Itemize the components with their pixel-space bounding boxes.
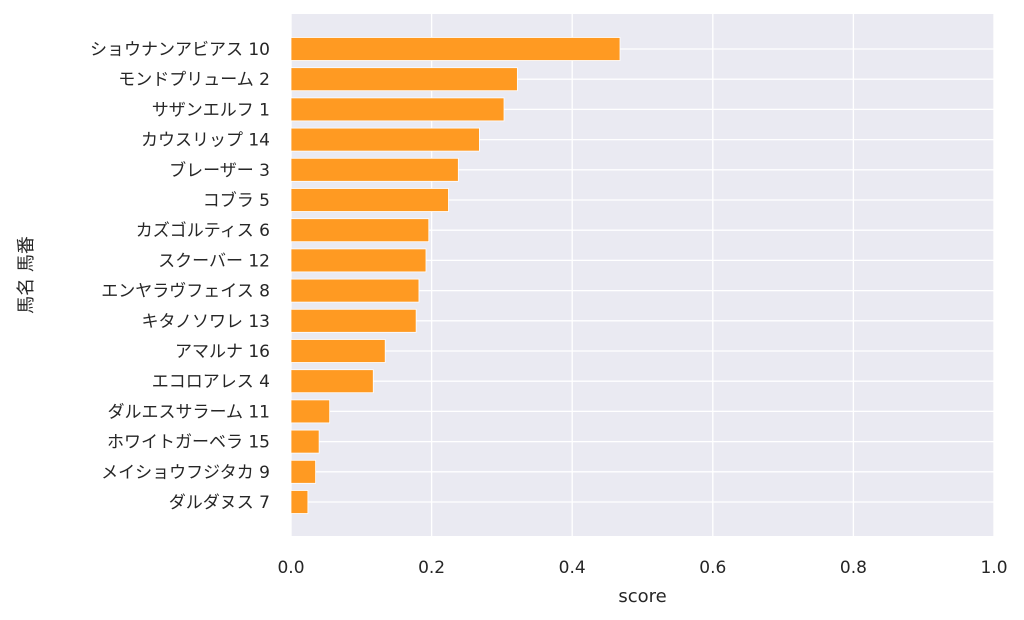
x-tick-label: 0.8 (840, 558, 867, 578)
bar (290, 490, 309, 514)
bar (290, 188, 449, 212)
category-label: ブレーザー 3 (169, 160, 270, 181)
bar (290, 157, 459, 182)
bar (290, 248, 427, 273)
category-label: モンドプリューム 2 (118, 70, 270, 90)
y-axis-label: 馬名 馬番 (16, 236, 37, 314)
bar (290, 67, 518, 92)
category-label: サザンエルフ 1 (152, 100, 270, 120)
bar (290, 97, 505, 122)
x-tick-label: 1.0 (980, 558, 1007, 578)
category-label: カウスリップ 14 (141, 131, 270, 151)
x-tick-label: 0.2 (418, 558, 445, 578)
category-label: ダルダヌス 7 (169, 493, 270, 513)
bar (290, 399, 331, 424)
category-label: エコロアレス 4 (152, 372, 270, 392)
plot-background (291, 14, 994, 536)
category-label: コブラ 5 (203, 190, 270, 211)
x-tick-label: 0.0 (277, 558, 304, 578)
bar (290, 218, 430, 243)
category-label: エンヤラヴフェイス 8 (101, 282, 270, 302)
bar (290, 429, 320, 454)
category-labels: ショウナンアビアス 10 モンドプリューム 2 サザンエルフ 1 カウスリップ 14 ブ… (90, 40, 270, 513)
category-label: ダルエスサラーム 11 (107, 402, 270, 422)
x-tick-label: 0.6 (699, 558, 726, 578)
x-axis-label: score (618, 586, 666, 607)
bar (290, 37, 621, 61)
category-label: アマルナ 16 (175, 342, 270, 362)
bar (290, 278, 420, 303)
bar (290, 369, 374, 394)
x-tick-label: 0.4 (559, 558, 586, 578)
bar (290, 459, 317, 484)
category-label: メイショウフジタカ 9 (101, 463, 270, 483)
x-tick-labels: 0.0 0.2 0.4 0.6 0.8 1.0 (277, 558, 1007, 578)
category-label: キタノソワレ 13 (141, 312, 270, 332)
category-label: スクーバー 12 (158, 251, 270, 271)
bar (290, 127, 480, 152)
bar (290, 339, 386, 363)
category-label: ホワイトガーベラ 15 (107, 433, 270, 453)
category-label: カズゴルティス 6 (136, 220, 270, 241)
category-label: ショウナンアビアス 10 (90, 40, 270, 60)
bars-group (290, 37, 621, 514)
bar (290, 308, 417, 333)
